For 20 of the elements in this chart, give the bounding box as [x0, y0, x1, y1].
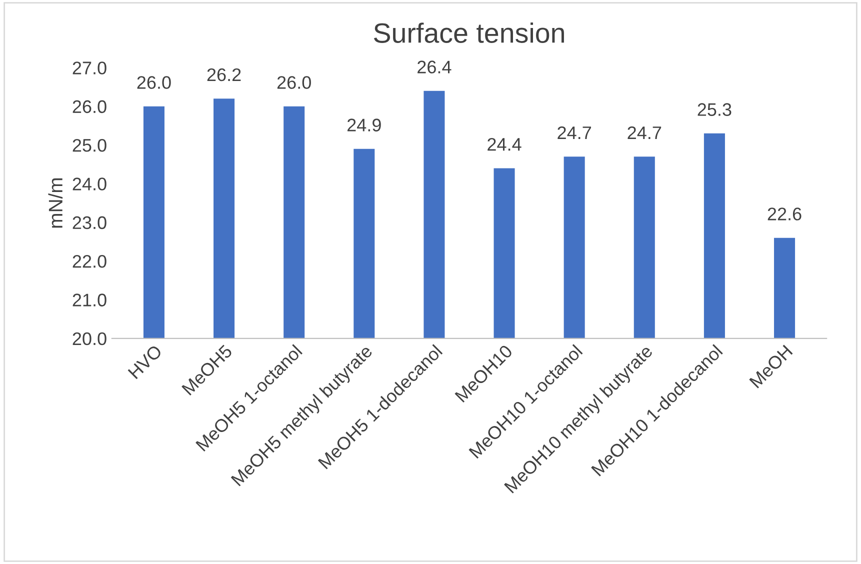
y-tick-label: 20.0 — [72, 332, 106, 346]
y-tick-label: 24.0 — [72, 178, 106, 190]
data-label: 26.0 — [137, 76, 171, 89]
y-tick-label: 26.0 — [72, 100, 106, 114]
data-label: 26.2 — [207, 68, 241, 82]
data-label: 25.3 — [698, 103, 732, 116]
data-label: 26.0 — [277, 76, 311, 89]
data-label: 26.4 — [418, 60, 452, 74]
data-label: 24.7 — [628, 126, 662, 139]
y-tick-label: 22.0 — [72, 254, 106, 268]
data-label: 22.6 — [768, 208, 802, 220]
data-label: 24.9 — [347, 118, 381, 132]
y-tick-label: 21.0 — [72, 294, 106, 306]
data-label: 24.7 — [558, 126, 592, 139]
y-tick-label: 25.0 — [72, 138, 106, 152]
chart-title: Surface tension — [374, 22, 564, 43]
y-tick-label: 27.0 — [72, 62, 106, 74]
y-axis-title: mN/m — [48, 178, 63, 228]
data-label: 24.4 — [488, 138, 522, 151]
y-tick-label: 23.0 — [72, 216, 106, 230]
